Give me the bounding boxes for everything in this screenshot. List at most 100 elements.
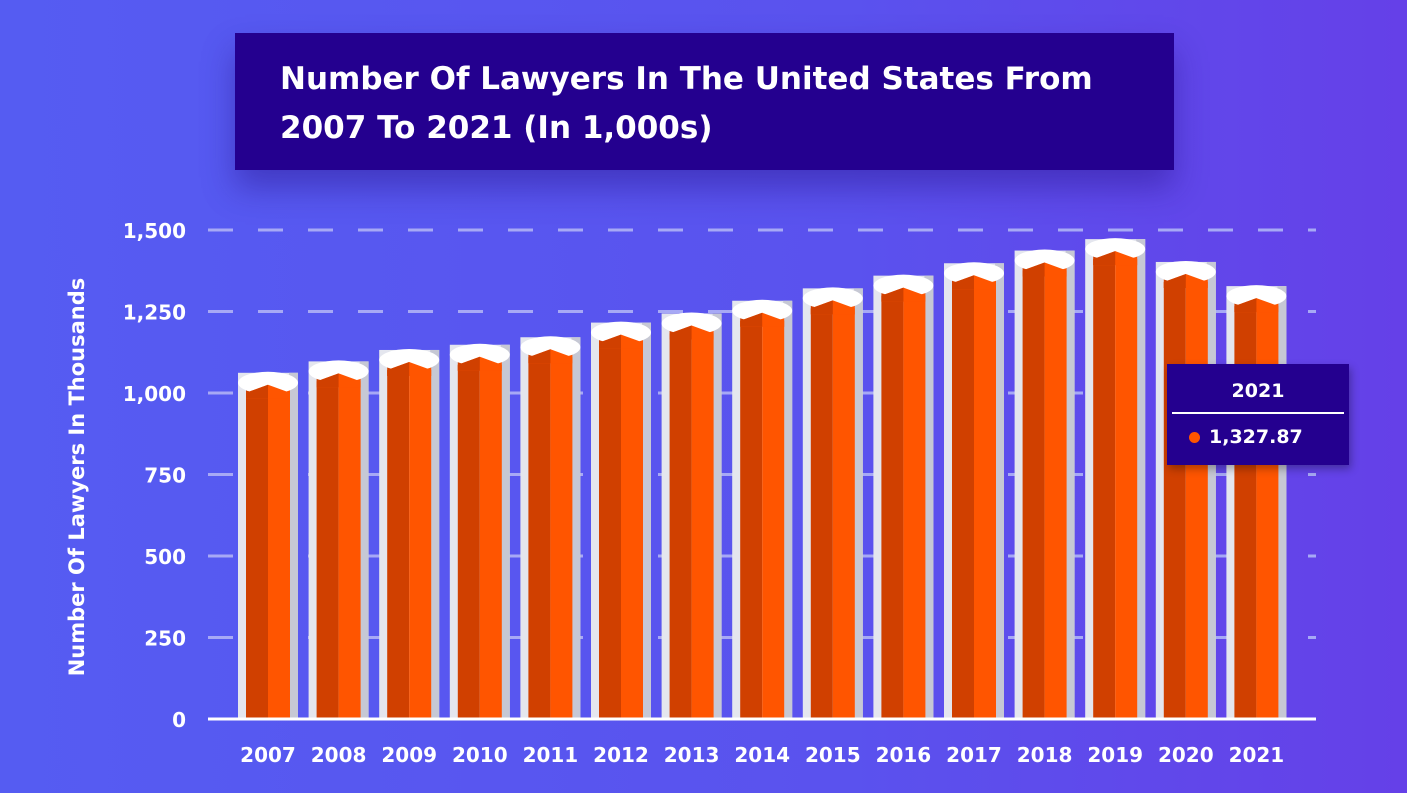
y-tick-label: 250: [144, 627, 186, 651]
bar-cap: [1085, 238, 1146, 261]
bar-shade: [740, 310, 763, 719]
bar-front: [1185, 271, 1208, 719]
bar-shade: [881, 285, 904, 719]
bar: [1155, 260, 1216, 719]
bar-front: [832, 298, 855, 719]
bar-front: [409, 359, 432, 719]
bar-front: [268, 382, 290, 719]
bar-cap: [449, 343, 510, 366]
x-tick-label: 2009: [381, 743, 437, 767]
x-tick-label: 2018: [1017, 743, 1073, 767]
x-tick-label: 2019: [1087, 743, 1143, 767]
bar-cylinder-side: [500, 344, 510, 719]
bar-top-shade: [740, 312, 763, 327]
bar-cylinder-side: [1065, 250, 1075, 719]
bar-top-shade: [1163, 273, 1186, 288]
tooltip-category: 2021: [1231, 380, 1285, 402]
bar: [1014, 249, 1075, 719]
bar-shade: [952, 273, 974, 719]
x-tick-label: 2021: [1229, 743, 1285, 767]
bar-cylinder-side: [359, 361, 369, 719]
y-axis-label: Number Of Lawyers In Thousands: [65, 277, 89, 677]
bar-shade: [1163, 271, 1186, 719]
bar-shade: [528, 347, 551, 719]
bar-shade: [669, 323, 692, 719]
bar: [238, 371, 298, 719]
bar-front: [1044, 260, 1067, 719]
bar-front: [1115, 249, 1138, 720]
bar: [449, 343, 510, 719]
bar-cap: [1014, 249, 1075, 272]
bar-top-shade: [1093, 251, 1116, 266]
tooltip: 2021 1,327.87: [1167, 364, 1349, 465]
bar: [308, 360, 369, 719]
bar-front: [691, 323, 714, 719]
bar-cap: [802, 287, 863, 310]
bar-cap: [591, 321, 651, 344]
bar-cap: [308, 360, 369, 383]
bar-cylinder-side: [430, 349, 440, 719]
bar: [591, 321, 651, 719]
y-tick-label: 1,000: [123, 382, 186, 406]
bar-front: [762, 310, 785, 719]
y-tick-label: 1,500: [123, 219, 186, 243]
x-tick-label: 2010: [452, 743, 508, 767]
x-tick-label: 2013: [664, 743, 720, 767]
bar-top-shade: [246, 384, 268, 399]
bar: [802, 287, 863, 719]
bar-cap: [944, 262, 1004, 285]
bar-shade: [1022, 260, 1045, 719]
bar-front: [1256, 296, 1279, 719]
bar-shade: [387, 359, 410, 719]
bar-cap: [661, 312, 722, 335]
bar-cylinder-side: [289, 372, 298, 719]
bar-top-shade: [669, 325, 692, 340]
bar-shade: [599, 332, 621, 719]
bar: [661, 312, 722, 719]
bar-shade: [246, 382, 268, 719]
bar-top-shade: [1234, 298, 1257, 313]
tooltip-divider: [1172, 412, 1344, 414]
y-tick-label: 750: [144, 464, 186, 488]
y-tick-label: 1,250: [123, 301, 186, 325]
chart-title: Number Of Lawyers In The United States F…: [280, 61, 1093, 146]
x-tick-label: 2014: [734, 743, 790, 767]
bar-cylinder-side: [1136, 239, 1146, 720]
bar-cylinder-side: [995, 263, 1004, 719]
bar-shade: [810, 298, 833, 719]
x-tick-label: 2016: [876, 743, 932, 767]
bar: [1085, 238, 1146, 720]
bar-front: [974, 273, 996, 719]
x-tick-label: 2007: [240, 743, 296, 767]
x-tick-label: 2017: [946, 743, 1002, 767]
bar: [1226, 285, 1287, 719]
bar-cylinder-side: [924, 275, 934, 719]
bar-top-shade: [316, 373, 339, 388]
bar-top-shade: [810, 300, 833, 315]
tooltip-value: 1,327.87: [1209, 426, 1303, 448]
bar: [520, 336, 581, 719]
y-tick-label: 0: [172, 708, 186, 732]
bar-shade: [1234, 296, 1257, 719]
bar-front: [550, 347, 573, 719]
bar-shade: [457, 354, 480, 719]
bar-front: [903, 285, 926, 719]
bar-cap: [520, 336, 581, 359]
bar: [873, 274, 934, 719]
bar-top-shade: [528, 349, 551, 364]
bar-cylinder-side: [642, 322, 651, 719]
bar-cap: [379, 348, 440, 371]
bar-cylinder-side: [571, 337, 581, 719]
x-tick-label: 2015: [805, 743, 861, 767]
bar-front: [338, 371, 361, 719]
bar-top-shade: [387, 361, 410, 376]
x-tick-label: 2012: [593, 743, 649, 767]
bar-cap: [1226, 285, 1287, 308]
bar-top-shade: [457, 356, 480, 371]
bar-cap: [1155, 260, 1216, 283]
bar: [944, 262, 1004, 719]
x-tick-label: 2020: [1158, 743, 1214, 767]
bar-cylinder-side: [1206, 261, 1216, 719]
bar: [732, 299, 793, 719]
